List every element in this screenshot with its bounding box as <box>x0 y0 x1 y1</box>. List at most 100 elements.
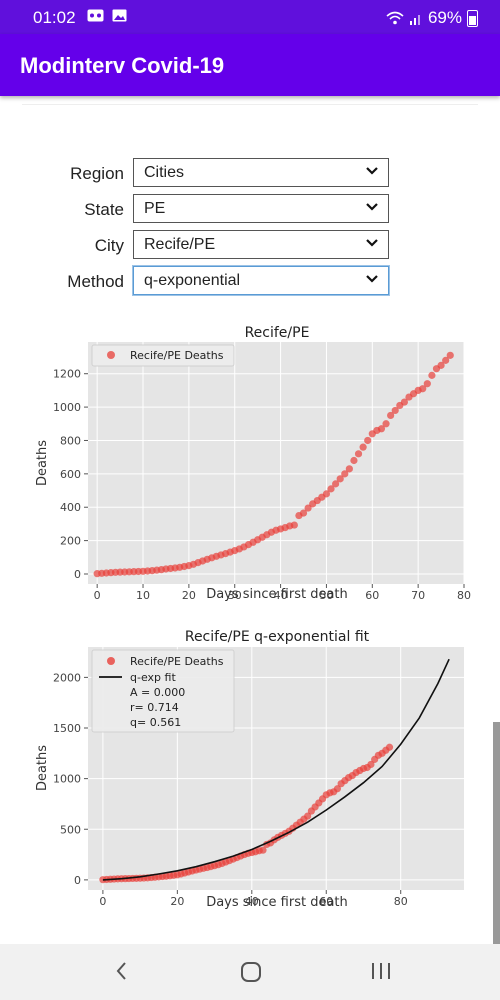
data-point <box>387 411 395 420</box>
method-select[interactable]: q-exponential <box>133 266 389 295</box>
data-point <box>336 475 344 483</box>
signal-icon <box>409 14 420 25</box>
x-axis-label: Days since first death <box>206 587 348 602</box>
status-bar: 01:02 69% <box>0 0 500 34</box>
method-label: Method <box>67 272 124 291</box>
x-tick-label: 80 <box>394 895 408 908</box>
y-tick-label: 0 <box>74 568 81 581</box>
home-icon[interactable] <box>240 961 262 983</box>
y-axis-label: Deaths <box>35 745 50 791</box>
data-point <box>332 480 340 488</box>
data-point <box>391 406 399 415</box>
data-point <box>446 351 454 359</box>
data-point <box>304 504 312 512</box>
data-point <box>333 785 342 793</box>
region-row: Region Cities <box>0 158 500 190</box>
city-select-value: Recife/PE <box>144 236 216 253</box>
method-select-value: q-exponential <box>144 272 241 289</box>
data-point <box>364 436 372 445</box>
fit-curve <box>102 658 450 881</box>
state-select[interactable]: PE <box>133 194 389 223</box>
x-tick-label: 30 <box>228 589 242 602</box>
state-select-value: PE <box>144 200 166 217</box>
region-select-value: Cities <box>144 164 185 181</box>
data-point <box>385 743 394 751</box>
data-point <box>299 509 308 517</box>
x-tick-label: 20 <box>182 589 196 602</box>
region-select[interactable]: Cities <box>133 158 389 187</box>
x-tick-label: 60 <box>319 895 333 908</box>
data-point <box>382 420 390 428</box>
wifi-icon <box>386 11 404 25</box>
state-row: State PE <box>0 194 500 226</box>
app-bar: Modinterv Covid-19 <box>0 34 500 96</box>
recent-apps-icon[interactable] <box>370 962 392 980</box>
voicemail-icon <box>87 9 104 22</box>
battery-percent: 69% <box>427 8 462 27</box>
chevron-down-icon <box>366 275 378 283</box>
fit-chart: Recife/PE q-exponential fit 0 20 40 60 80 0 50… <box>35 629 464 910</box>
legend-label: Recife/PE Deaths <box>130 349 224 362</box>
chart-title: Recife/PE q-exponential fit <box>185 629 370 645</box>
x-tick-label: 80 <box>457 589 471 602</box>
y-tick-label: 1000 <box>53 401 81 414</box>
x-tick-label: 60 <box>365 589 379 602</box>
data-point <box>359 443 367 451</box>
battery-icon <box>467 9 478 27</box>
legend-marker <box>107 351 115 359</box>
chart-title: Recife/PE <box>245 325 310 341</box>
data-point <box>322 490 331 498</box>
x-tick-label: 10 <box>136 589 150 602</box>
legend-box <box>91 649 235 733</box>
data-point <box>377 425 386 433</box>
legend-marker <box>107 657 115 665</box>
y-tick-label: 1500 <box>53 722 81 735</box>
divider <box>22 104 478 105</box>
y-tick-label: 500 <box>60 823 81 836</box>
chevron-down-icon <box>366 167 378 175</box>
city-label: City <box>94 236 124 255</box>
y-tick-label: 800 <box>60 434 81 447</box>
y-tick-label: 200 <box>60 535 81 548</box>
y-tick-label: 1000 <box>53 773 81 786</box>
data-point <box>345 465 353 473</box>
method-row: Method q-exponential <box>0 266 500 298</box>
data-point <box>400 398 408 406</box>
data-point <box>442 356 450 364</box>
navigation-bar <box>0 944 500 1000</box>
data-point <box>327 485 335 493</box>
legend: Recife/PE Deaths <box>91 344 235 367</box>
app-title: Modinterv Covid-19 <box>20 53 225 78</box>
image-icon <box>112 9 127 22</box>
x-axis-label: Days since first death <box>206 895 348 910</box>
back-icon[interactable] <box>113 959 129 983</box>
deaths-chart: Recife/PE 0 10 20 30 40 50 60 70 800200400600800… <box>35 325 471 602</box>
notification-icons <box>87 9 127 25</box>
data-point <box>354 450 363 458</box>
y-tick-label: 400 <box>60 501 81 514</box>
y-tick-label: 600 <box>60 468 81 481</box>
x-tick-label: 40 <box>274 589 288 602</box>
city-row: City Recife/PE <box>0 230 500 262</box>
data-point <box>419 385 427 393</box>
data-point <box>350 456 358 465</box>
axis-ticks: 0 20 40 60 80 0 500 1000 1500 2000 <box>53 671 408 908</box>
city-select[interactable]: Recife/PE <box>133 230 389 259</box>
x-tick-label: 0 <box>94 589 101 602</box>
data-point <box>437 361 445 369</box>
y-tick-label: 0 <box>74 874 81 887</box>
legend: Recife/PE Deaths q-exp fit A = 0.000 r= … <box>91 649 235 733</box>
scrollbar[interactable] <box>493 722 500 944</box>
state-label: State <box>84 200 124 219</box>
chevron-down-icon <box>366 203 378 211</box>
status-time: 01:02 <box>33 8 76 27</box>
data-point <box>290 521 298 529</box>
x-tick-label: 40 <box>245 895 259 908</box>
data-point <box>259 846 267 854</box>
fit-param-a: A = 0.000 <box>130 686 185 699</box>
data-point <box>428 371 436 379</box>
x-tick-label: 70 <box>411 589 425 602</box>
fit-line <box>102 658 450 881</box>
legend-box <box>91 344 235 367</box>
